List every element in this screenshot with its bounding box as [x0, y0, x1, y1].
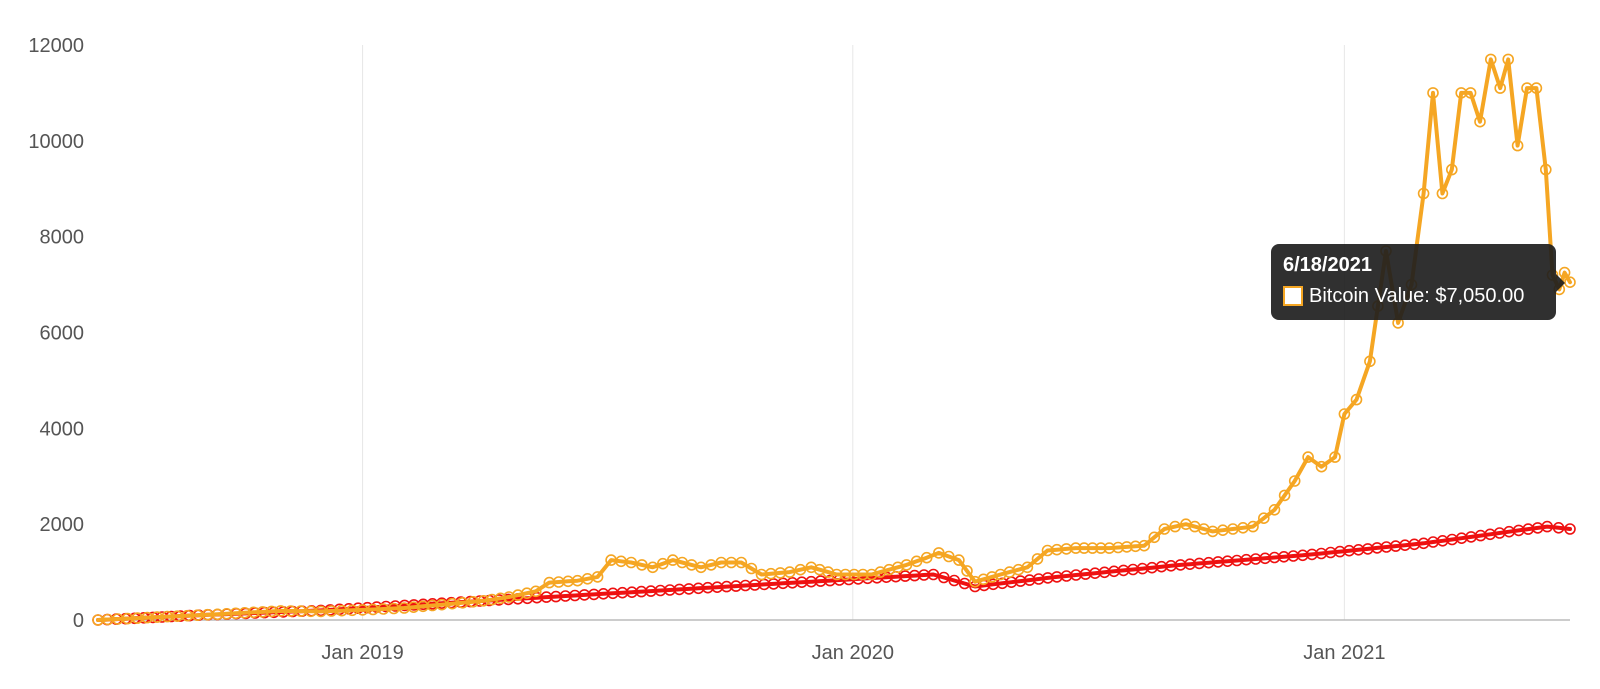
data-point — [1552, 521, 1565, 534]
data-point — [1095, 542, 1107, 554]
tooltip-series-swatch — [1283, 286, 1303, 306]
data-point — [942, 550, 955, 563]
vertical-gridlines — [362, 45, 1345, 620]
x-tick-label: Jan 2021 — [1303, 642, 1385, 664]
y-tick-label: 8000 — [40, 227, 85, 249]
data-point — [1564, 276, 1576, 289]
data-point — [247, 606, 260, 619]
data-point — [783, 566, 796, 578]
series-line — [96, 57, 1572, 622]
data-point — [953, 554, 965, 566]
data-point — [1315, 460, 1328, 473]
data-point — [1288, 475, 1301, 487]
data-point — [900, 559, 913, 571]
data-point — [656, 557, 669, 570]
data-point — [1148, 531, 1161, 544]
data-point — [948, 574, 961, 587]
data-point — [932, 547, 945, 559]
data-point — [1511, 139, 1524, 152]
data-point — [1474, 115, 1486, 128]
data-point — [1278, 489, 1291, 502]
data-point — [494, 592, 507, 605]
data-point — [794, 563, 807, 576]
data-point — [735, 556, 748, 569]
data-point — [211, 608, 224, 621]
y-tick-label: 6000 — [40, 323, 85, 345]
data-point — [238, 606, 251, 619]
data-point — [1338, 408, 1351, 420]
tooltip-value: Bitcoin Value: $7,050.00 — [1309, 285, 1525, 307]
y-tick-label: 0 — [73, 610, 84, 632]
data-point — [229, 607, 242, 620]
data-point — [486, 593, 498, 606]
data-point — [1417, 187, 1430, 200]
data-point — [927, 568, 940, 581]
y-axis: 0 2000 4000 6000 8000 10000 12000 — [28, 35, 84, 632]
x-tick-label: Jan 2020 — [812, 642, 894, 664]
data-point — [256, 606, 269, 618]
data-point — [920, 551, 933, 564]
data-point — [477, 594, 490, 607]
data-point — [1436, 187, 1449, 200]
data-point — [1502, 53, 1514, 66]
data-point — [1446, 163, 1458, 176]
data-point — [265, 605, 278, 618]
data-point — [529, 585, 542, 598]
data-point — [1103, 542, 1116, 554]
data-point — [1169, 520, 1181, 533]
data-point — [910, 555, 923, 568]
data-point — [1129, 540, 1142, 553]
data-point — [1540, 163, 1552, 176]
x-axis: Jan 2019 Jan 2020 Jan 2021 — [321, 642, 1385, 664]
data-point — [1364, 355, 1376, 368]
data-point — [1158, 523, 1171, 535]
data-point — [1494, 82, 1506, 94]
data-point — [961, 565, 973, 577]
data-point — [1138, 539, 1150, 552]
data-point — [220, 607, 233, 620]
data-point — [1268, 503, 1281, 516]
data-point — [1564, 523, 1576, 535]
y-tick-label: 12000 — [28, 35, 84, 57]
y-tick-label: 4000 — [40, 418, 85, 440]
data-point — [1121, 541, 1133, 553]
data-point — [830, 568, 843, 581]
series-0 — [92, 53, 1576, 626]
y-tick-label: 2000 — [40, 514, 85, 536]
data-point — [1070, 542, 1082, 554]
x-tick-label: Jan 2019 — [321, 642, 403, 664]
data-point — [745, 562, 758, 575]
data-point — [1427, 87, 1439, 99]
data-point — [1541, 520, 1553, 533]
data-point — [1021, 561, 1034, 574]
data-point — [1302, 451, 1314, 463]
data-point — [591, 571, 604, 583]
data-point — [1350, 393, 1363, 406]
data-point — [646, 561, 659, 574]
data-point — [636, 559, 648, 571]
data-point — [1464, 87, 1477, 99]
data-point — [857, 568, 869, 581]
data-point — [1530, 82, 1543, 94]
data-point — [848, 568, 860, 581]
data-point — [1247, 520, 1259, 533]
tooltip-date: 6/18/2021 — [1283, 254, 1372, 276]
data-point — [1258, 512, 1270, 525]
tooltip-caret — [1556, 274, 1565, 292]
data-point — [1329, 451, 1341, 463]
data-point — [937, 571, 950, 584]
data-point — [625, 556, 638, 569]
hover-tooltip: 6/18/2021 Bitcoin Value: $7,050.00 — [1271, 244, 1565, 320]
data-point — [839, 568, 852, 581]
y-tick-label: 10000 — [28, 131, 84, 153]
data-point — [1485, 53, 1497, 66]
data-point — [1078, 542, 1090, 554]
data-point — [1031, 553, 1044, 565]
data-point — [1112, 541, 1124, 554]
data-point — [1086, 542, 1099, 554]
series-layer — [92, 53, 1576, 626]
